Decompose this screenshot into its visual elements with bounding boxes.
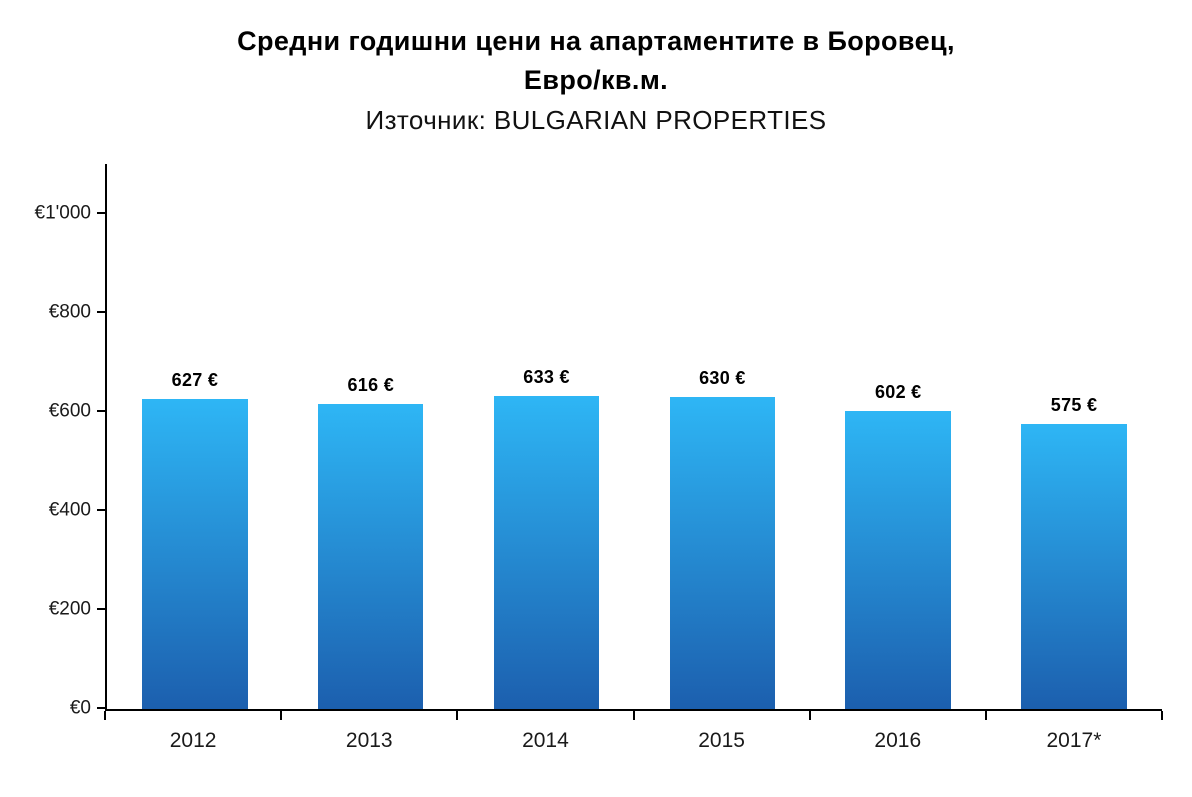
bar-value-label: 627 € — [171, 369, 219, 390]
x-axis-label: 2015 — [698, 729, 745, 753]
y-tick: €800 — [49, 301, 107, 322]
y-tick: €400 — [49, 500, 107, 521]
bar-cell: 630 € — [634, 164, 810, 710]
chart-title-line2: Евро/кв.м. — [523, 65, 669, 96]
chart-title-line1: Средни годишни цени на апартаментите в Б… — [237, 26, 955, 56]
x-tick-mark — [280, 711, 283, 721]
y-tick-label: €600 — [48, 400, 91, 422]
bar-2012: 627 € — [142, 370, 248, 710]
x-axis-label: 2016 — [874, 729, 922, 753]
y-tick-label: €0 — [69, 697, 91, 719]
x-axis-label: 2012 — [169, 729, 217, 753]
y-tick-label: €400 — [48, 499, 91, 521]
bar-value-label: 616 € — [347, 375, 395, 396]
x-axis-label: 2013 — [345, 729, 393, 753]
chart-title: Средни годишни цени на апартаментите в Б… — [0, 22, 1192, 100]
bar-2013: 616 € — [318, 375, 424, 710]
x-axis-label: 2017* — [1046, 729, 1102, 753]
bar-cell: 627 € — [107, 164, 283, 710]
bar-cell: 633 € — [459, 164, 635, 710]
bar-2017*: 575 € — [1021, 395, 1127, 710]
x-axis-labels: 2012 2013 2014 2015 2016 2017* — [105, 729, 1162, 753]
bar-2015: 630 € — [669, 368, 776, 710]
bar-cell: 616 € — [283, 164, 459, 710]
x-tick-mark — [984, 711, 987, 721]
y-tick: €0 — [70, 698, 107, 719]
bar-2014: 633 € — [493, 367, 600, 710]
x-tick-mark — [456, 711, 459, 721]
bar-cell: 602 € — [810, 164, 986, 710]
bar-chart: €0 €200 €400 €600 €800 €1'000 627 € 616 € 633 €… — [0, 164, 1192, 784]
chart-subtitle: Източник: BULGARIAN PROPERTIES — [365, 105, 827, 136]
bar-value-label: 633 € — [523, 366, 570, 387]
y-tick-label: €1'000 — [34, 202, 91, 224]
bars-container: 627 € 616 € 633 € 630 € 602 € 575 € — [107, 164, 1162, 710]
bar-value-label: 575 € — [1050, 395, 1098, 416]
chart-header: Средни годишни цени на апартаментите в Б… — [0, 0, 1192, 136]
bar-value-label: 630 € — [699, 368, 746, 389]
x-axis-label: 2014 — [522, 729, 569, 753]
x-tick-mark — [1161, 711, 1163, 721]
bar-cell: 575 € — [986, 164, 1162, 710]
y-tick-label: €200 — [48, 598, 91, 620]
plot-area: €0 €200 €400 €600 €800 €1'000 627 € 616 € 633 €… — [35, 164, 1162, 719]
x-tick-mark — [104, 711, 106, 721]
bar-value-label: 602 € — [874, 382, 922, 403]
x-tick-mark — [808, 711, 811, 721]
y-tick: €600 — [49, 401, 107, 422]
x-tick-mark — [632, 711, 635, 721]
bar-2016: 602 € — [845, 382, 951, 710]
y-tick: €200 — [49, 599, 107, 620]
y-tick-label: €800 — [48, 301, 91, 323]
y-tick: €1'000 — [35, 202, 107, 223]
